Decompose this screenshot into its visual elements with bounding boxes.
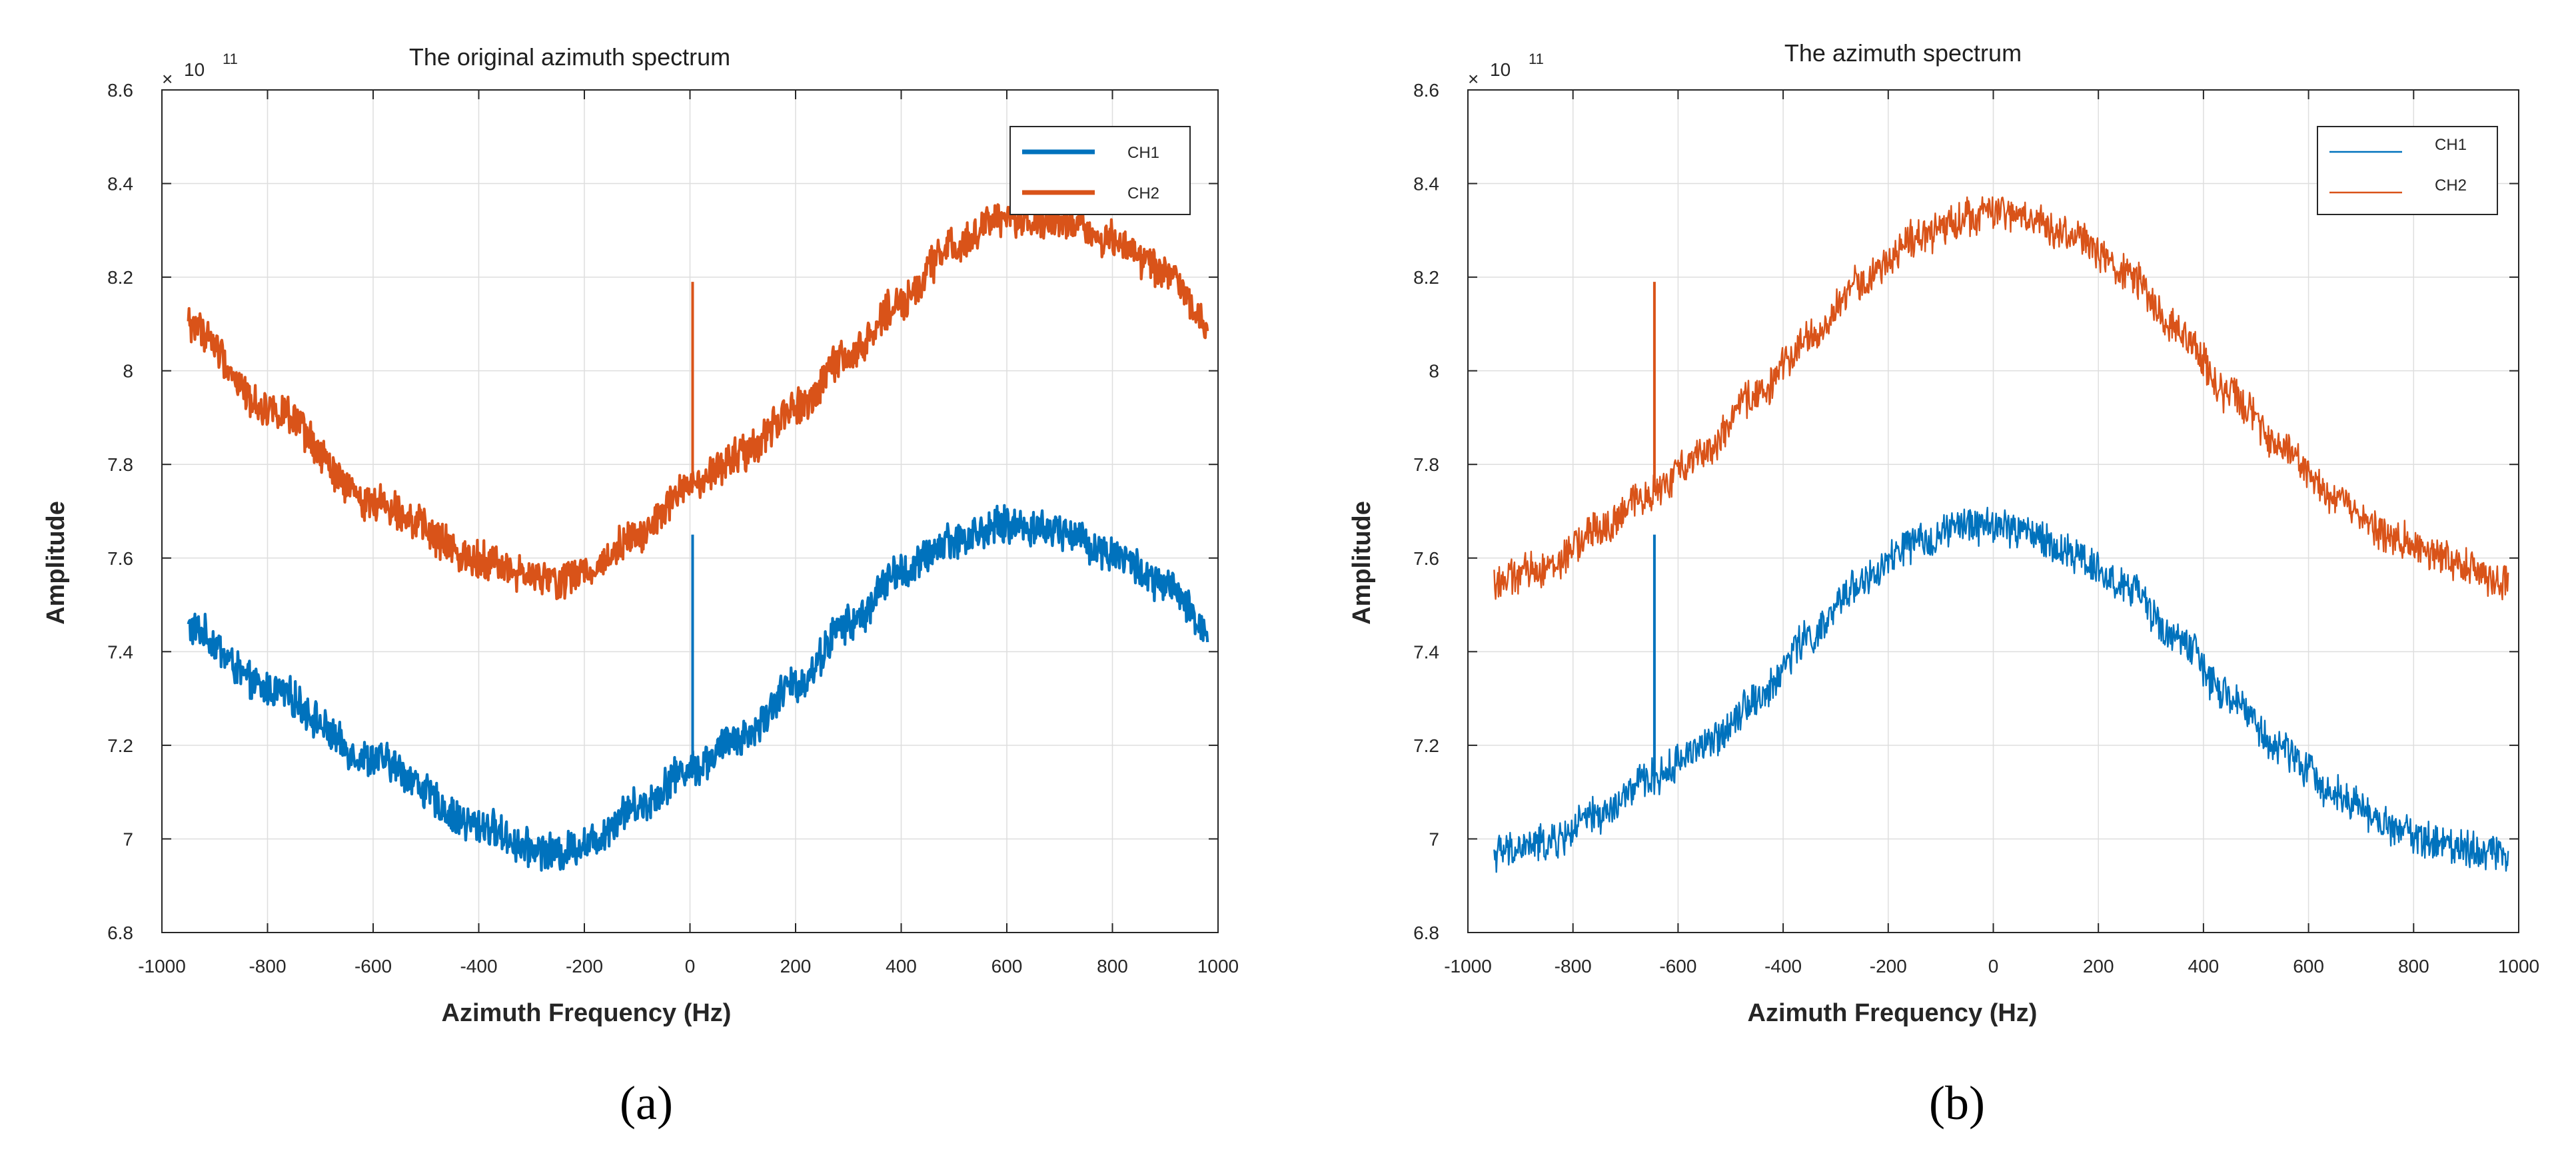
series-line-ch1 <box>187 504 1209 872</box>
y-tick-label: 7.6 <box>1413 548 1439 569</box>
legend-a: CH1 CH2 <box>1009 126 1191 215</box>
y-tick-label: 7.2 <box>1413 735 1439 756</box>
x-tick-label: -600 <box>1659 956 1696 976</box>
y-tick-label: 6.8 <box>107 923 133 943</box>
exponent-power: 11 <box>1529 51 1544 67</box>
x-tick-label: 600 <box>2293 956 2324 976</box>
x-tick-label: -200 <box>566 956 603 976</box>
exponent-times-sign: × <box>1468 69 1479 89</box>
x-tick-label: 0 <box>1988 956 1999 976</box>
y-tick-label: 6.8 <box>1413 923 1439 943</box>
y-tick-labels-b: 6.8 7 7.2 7.4 7.6 7.8 8 8.2 8.4 8.6 <box>1413 80 1439 943</box>
y-tick-label: 8.4 <box>107 174 133 194</box>
x-tick-label: 600 <box>991 956 1023 976</box>
x-tick-label: -400 <box>1764 956 1802 976</box>
legend-label-ch1: CH1 <box>1127 144 1159 162</box>
x-tick-label: 200 <box>2083 956 2114 976</box>
x-tick-label: -400 <box>460 956 497 976</box>
y-tick-label: 8.6 <box>1413 80 1439 101</box>
ticks-b <box>1467 89 2519 933</box>
chart-title-a: The original azimuth spectrum <box>409 43 730 71</box>
panel-label-a: (a) <box>620 1076 673 1130</box>
y-tick-label: 7.8 <box>107 454 133 475</box>
ticks-a <box>161 89 1219 933</box>
x-tick-label: 400 <box>2188 956 2220 976</box>
legend-box-a <box>1009 126 1191 215</box>
panel-label-b: (b) <box>1929 1076 1985 1130</box>
legend-label-ch1: CH1 <box>2435 136 2467 154</box>
y-tick-label: 8 <box>1429 361 1439 382</box>
x-tick-label: 400 <box>886 956 917 976</box>
legend-label-ch2: CH2 <box>2435 177 2467 194</box>
chart-title-b: The azimuth spectrum <box>1784 39 2022 67</box>
y-tick-label: 8.4 <box>1413 174 1439 194</box>
series-line-ch1 <box>1493 506 2509 873</box>
y-tick-label: 7.4 <box>107 641 133 662</box>
y-tick-label: 8.6 <box>107 80 133 101</box>
x-tick-label: -1000 <box>138 956 186 976</box>
x-tick-label: 800 <box>2398 956 2429 976</box>
x-tick-labels-a: -1000 -800 -600 -400 -200 0 200 400 600 … <box>138 956 1239 976</box>
y-exponent-a: × 10 11 <box>162 51 238 89</box>
exponent-base: 10 <box>1490 59 1511 80</box>
x-tick-label: -200 <box>1870 956 1907 976</box>
y-tick-label: 8.2 <box>107 267 133 288</box>
x-tick-label: 800 <box>1097 956 1128 976</box>
x-axis-label-b: Azimuth Frequency (Hz) <box>1748 999 2038 1027</box>
chart-panel-b: The azimuth spectrum -1000 -800 -600 -40… <box>1348 39 2539 1130</box>
y-tick-label: 7 <box>1429 829 1439 849</box>
y-tick-label: 7 <box>123 829 133 849</box>
series-line-ch2 <box>187 198 1209 601</box>
series-line-ch2 <box>1493 196 2509 601</box>
x-tick-labels-b: -1000 -800 -600 -400 -200 0 200 400 600 … <box>1444 956 2539 976</box>
x-axis-label-a: Azimuth Frequency (Hz) <box>442 999 732 1027</box>
y-axis-label-b: Amplitude <box>1348 501 1376 625</box>
x-tick-label: 1000 <box>2498 956 2539 976</box>
y-axis-label-a: Amplitude <box>42 501 70 625</box>
exponent-power: 11 <box>223 51 238 67</box>
exponent-base: 10 <box>184 59 205 80</box>
lines-a <box>187 198 1209 872</box>
legend-label-ch2: CH2 <box>1127 185 1159 202</box>
x-tick-label: 200 <box>780 956 812 976</box>
y-tick-label: 8 <box>123 361 133 382</box>
y-tick-label: 7.4 <box>1413 641 1439 662</box>
y-exponent-b: × 10 11 <box>1468 51 1544 89</box>
y-tick-label: 7.2 <box>107 735 133 756</box>
lines-b <box>1493 196 2509 873</box>
y-tick-labels-a: 6.8 7 7.2 7.4 7.6 7.8 8 8.2 8.4 8.6 <box>107 80 133 943</box>
legend-box-b <box>2317 126 2498 215</box>
x-tick-label: 1000 <box>1197 956 1239 976</box>
x-tick-label: -600 <box>354 956 392 976</box>
x-tick-label: -800 <box>249 956 286 976</box>
x-tick-label: -1000 <box>1444 956 1492 976</box>
y-tick-label: 7.6 <box>107 548 133 569</box>
y-tick-label: 7.8 <box>1413 454 1439 475</box>
x-tick-label: 0 <box>685 956 696 976</box>
y-tick-label: 8.2 <box>1413 267 1439 288</box>
exponent-times-sign: × <box>162 69 173 89</box>
chart-panel-a: The original azimuth spectrum -1000 -800… <box>42 43 1239 1130</box>
x-tick-label: -800 <box>1555 956 1592 976</box>
legend-b: CH1 CH2 <box>2317 126 2498 215</box>
